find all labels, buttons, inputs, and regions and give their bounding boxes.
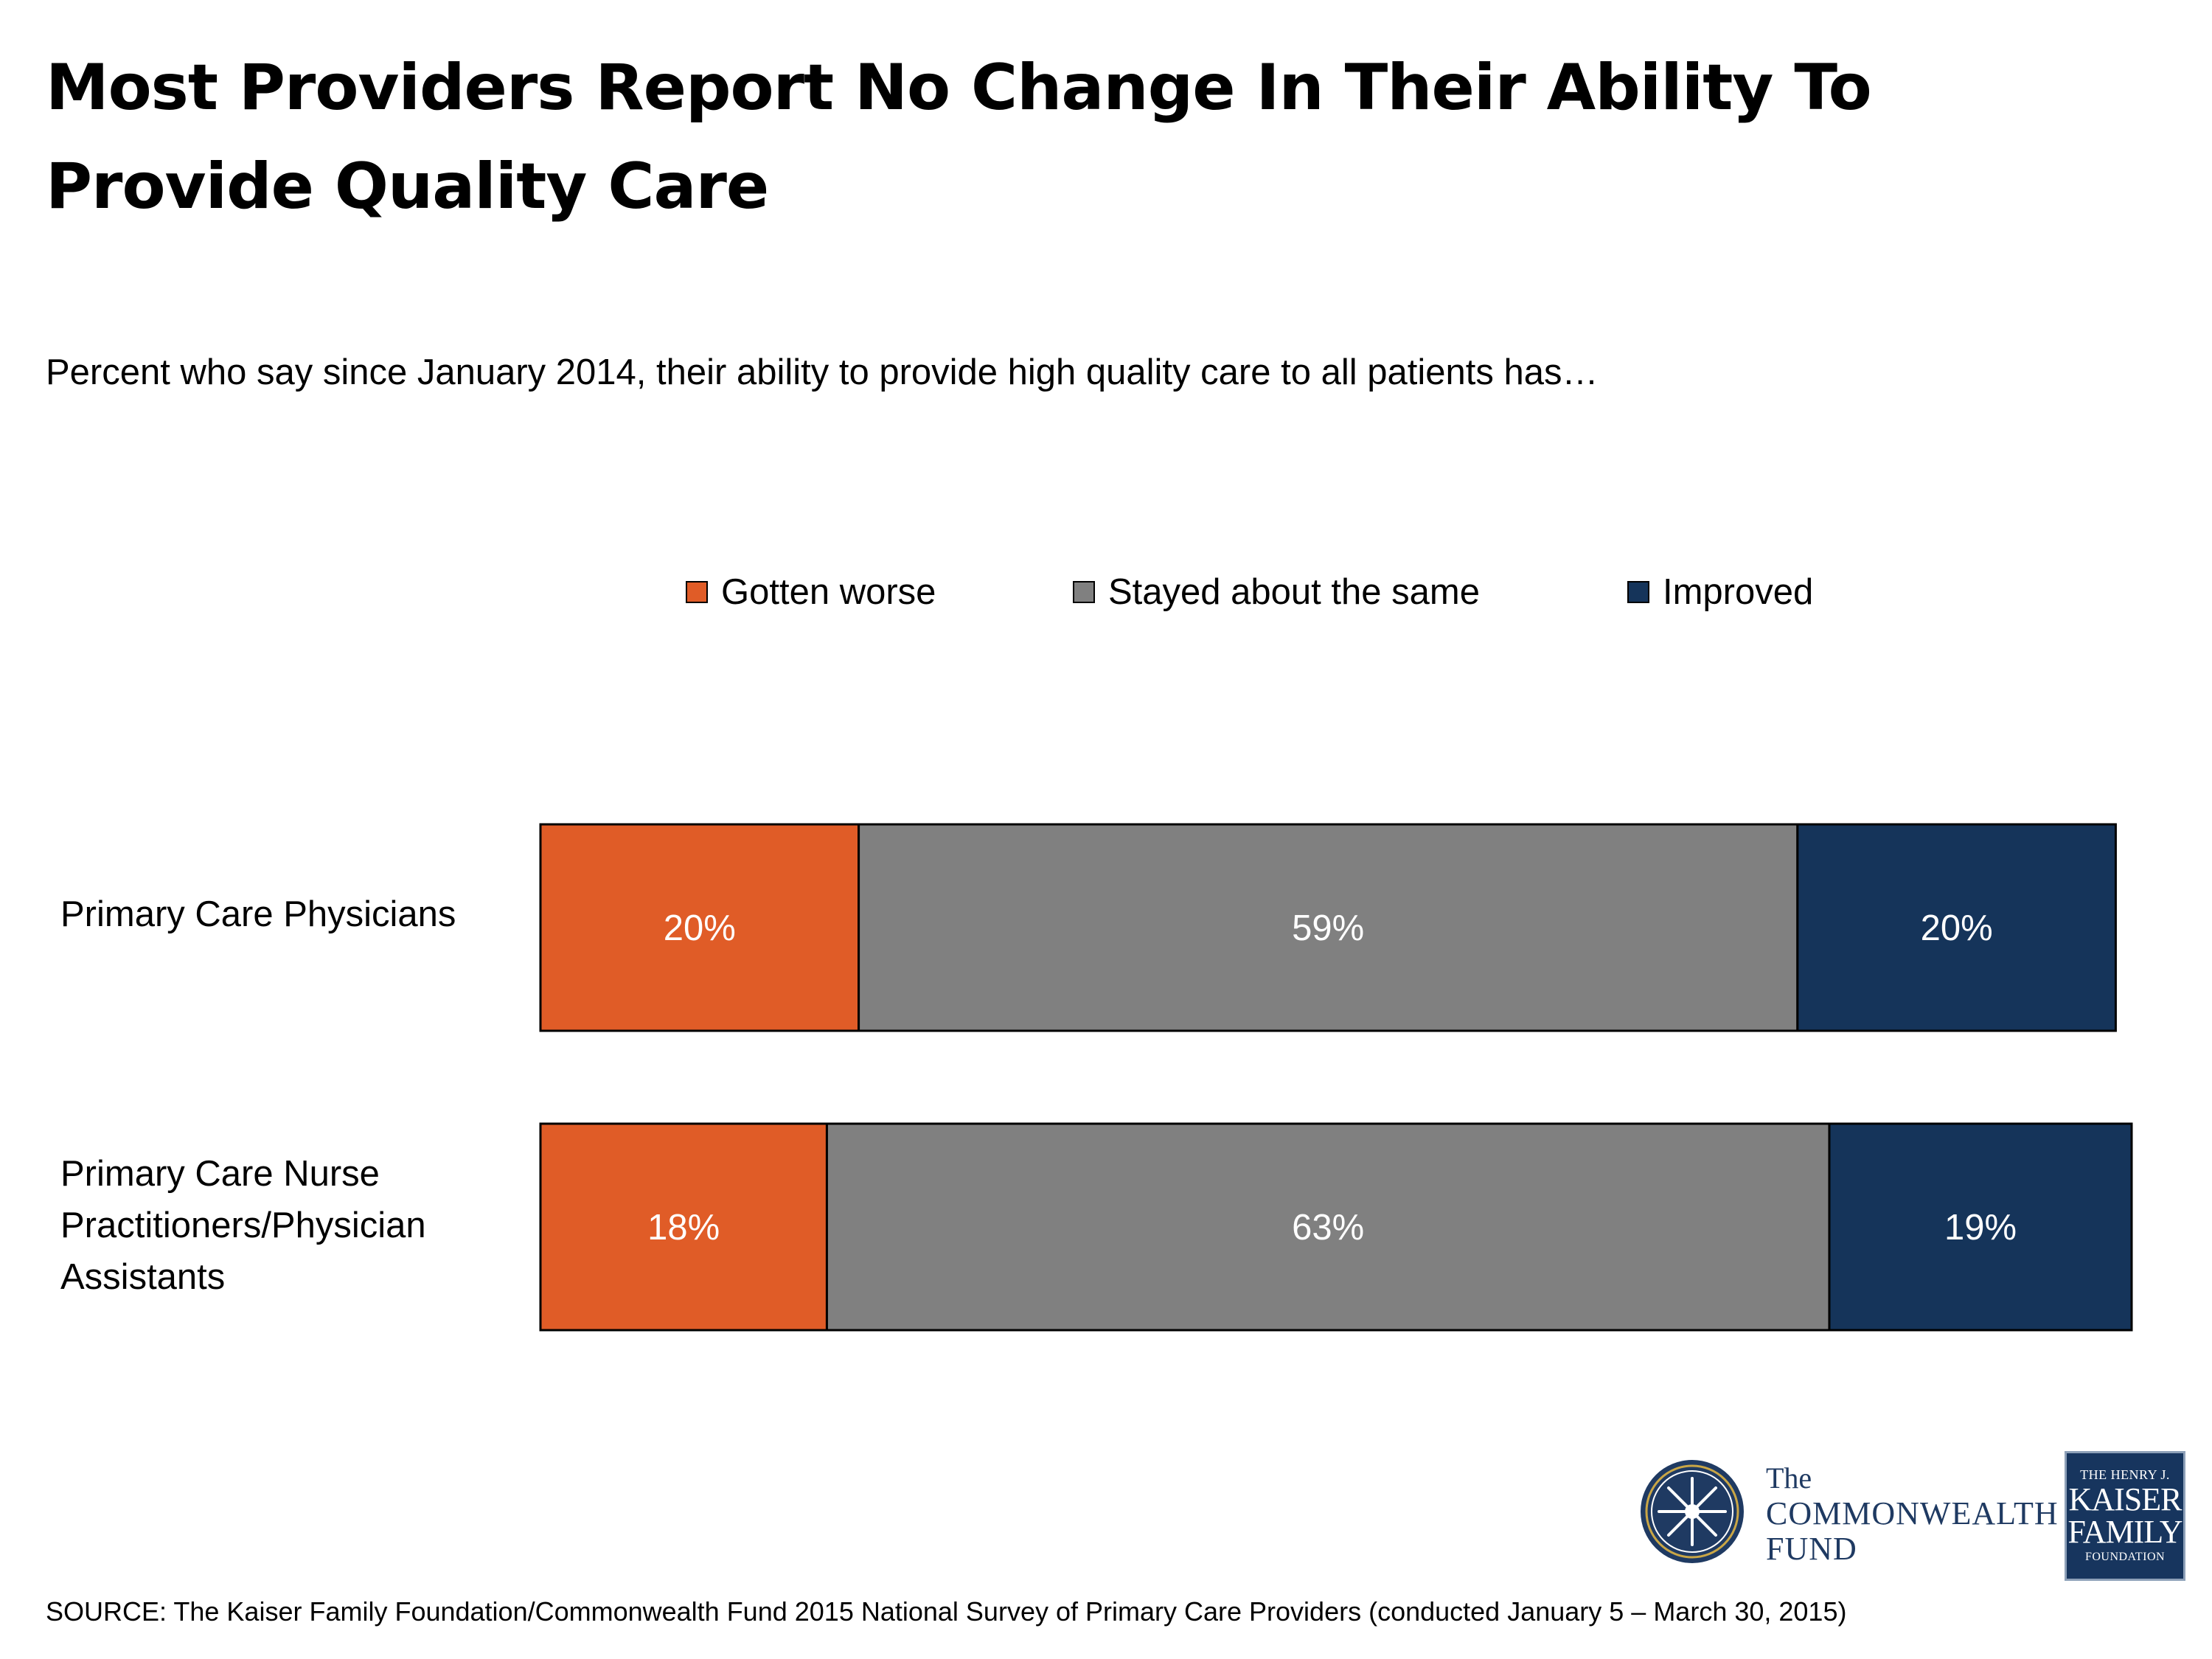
legend-item-gotten-worse: Gotten worse xyxy=(686,566,936,618)
data-label-physicians-stayed-same: 59% xyxy=(1292,908,1364,948)
bar-physicians-improved xyxy=(1796,823,2117,1032)
data-label-np-pa-improved: 19% xyxy=(1944,1208,2017,1248)
legend-swatch-gotten-worse xyxy=(686,581,708,603)
legend-label-improved: Improved xyxy=(1663,572,1814,612)
data-label-physicians-gotten-worse: 20% xyxy=(664,908,736,948)
data-label-physicians-improved: 20% xyxy=(1921,908,1993,948)
legend-item-improved: Improved xyxy=(1627,566,1813,618)
chart-subtitle: Percent who say since January 2014, thei… xyxy=(46,352,1599,392)
bar-np-pa-gotten-worse xyxy=(539,1122,828,1332)
legend: Gotten worse Stayed about the same Impro… xyxy=(0,566,2212,618)
kaiser-family-foundation-logo: THE HENRY J. KAISER FAMILY FOUNDATION xyxy=(2065,1451,2185,1581)
legend-swatch-stayed-same xyxy=(1073,581,1095,603)
bar-np-pa-stayed-same xyxy=(825,1122,1831,1332)
legend-label-gotten-worse: Gotten worse xyxy=(721,572,936,612)
category-label-physicians: Primary Care Physicians xyxy=(60,894,456,934)
bar-physicians-gotten-worse xyxy=(539,823,860,1032)
data-label-np-pa-stayed-same: 63% xyxy=(1292,1208,1364,1248)
source-note: SOURCE: The Kaiser Family Foundation/Com… xyxy=(46,1596,1847,1627)
commonwealth-fund-wordmark: The COMMONWEALTH FUND xyxy=(1766,1461,2059,1567)
bar-physicians-stayed-same xyxy=(858,823,1799,1032)
chart-title: Most Providers Report No Change In Their… xyxy=(46,51,1872,223)
commonwealth-fund-logo: The COMMONWEALTH FUND xyxy=(1637,1456,2058,1574)
category-label-np-pa: Primary Care Nurse Practitioners/Physici… xyxy=(60,1154,426,1297)
commonwealth-seal-icon xyxy=(1641,1460,1744,1563)
legend-item-stayed-same: Stayed about the same xyxy=(1073,566,1480,618)
legend-swatch-improved xyxy=(1627,581,1649,603)
data-label-np-pa-gotten-worse: 18% xyxy=(647,1208,720,1248)
legend-label-stayed-same: Stayed about the same xyxy=(1108,572,1480,612)
bar-np-pa-improved xyxy=(1828,1122,2133,1332)
